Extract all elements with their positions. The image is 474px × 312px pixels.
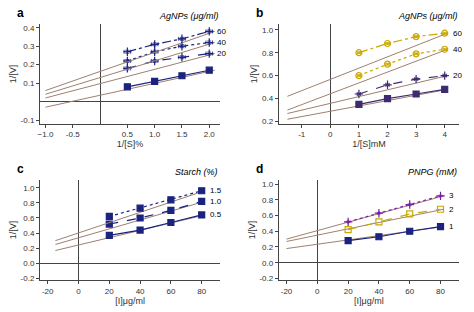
svg-text:80: 80 bbox=[197, 287, 206, 296]
svg-text:1/[S]mM: 1/[S]mM bbox=[352, 139, 386, 149]
svg-text:1/[V]: 1/[V] bbox=[8, 65, 18, 84]
svg-text:40: 40 bbox=[374, 287, 383, 296]
svg-text:60: 60 bbox=[166, 287, 175, 296]
svg-text:PNPG (mM): PNPG (mM) bbox=[408, 167, 457, 177]
svg-text:1.0: 1.0 bbox=[149, 130, 161, 139]
svg-text:60: 60 bbox=[217, 27, 226, 36]
svg-text:a: a bbox=[17, 6, 24, 20]
svg-text:d: d bbox=[256, 162, 263, 176]
svg-text:80: 80 bbox=[436, 287, 445, 296]
svg-text:[I]μg/ml: [I]μg/ml bbox=[115, 296, 145, 306]
svg-text:1.0: 1.0 bbox=[210, 197, 222, 206]
svg-text:0.2: 0.2 bbox=[262, 243, 274, 252]
svg-text:3: 3 bbox=[414, 130, 419, 139]
svg-text:2: 2 bbox=[385, 130, 390, 139]
svg-text:-0.2: -0.2 bbox=[21, 274, 35, 283]
svg-text:1/[V]: 1/[V] bbox=[247, 221, 257, 240]
svg-text:20: 20 bbox=[105, 287, 114, 296]
svg-text:0.4: 0.4 bbox=[23, 229, 35, 238]
svg-text:−1.0: −1.0 bbox=[38, 130, 54, 139]
svg-text:0.5: 0.5 bbox=[210, 210, 222, 219]
svg-text:1/[V]: 1/[V] bbox=[8, 221, 18, 240]
svg-text:0.3: 0.3 bbox=[23, 42, 35, 51]
svg-text:0.8: 0.8 bbox=[23, 199, 35, 208]
svg-text:0: 0 bbox=[76, 287, 81, 296]
svg-text:0.2: 0.2 bbox=[262, 117, 274, 126]
svg-text:0.2: 0.2 bbox=[23, 60, 35, 69]
svg-text:60: 60 bbox=[453, 29, 462, 38]
svg-text:2: 2 bbox=[449, 205, 454, 214]
svg-text:0: 0 bbox=[328, 130, 333, 139]
svg-text:1.5: 1.5 bbox=[176, 130, 188, 139]
svg-text:20: 20 bbox=[453, 71, 462, 80]
svg-text:1.5: 1.5 bbox=[210, 186, 222, 195]
svg-text:0.4: 0.4 bbox=[23, 24, 35, 33]
svg-text:1.0: 1.0 bbox=[23, 184, 35, 193]
svg-text:1/[V]: 1/[V] bbox=[249, 65, 259, 84]
svg-text:20: 20 bbox=[217, 49, 226, 58]
svg-text:1: 1 bbox=[357, 130, 362, 139]
svg-text:40: 40 bbox=[136, 287, 145, 296]
svg-text:b: b bbox=[256, 6, 263, 20]
svg-text:AgNPs (μg/ml): AgNPs (μg/ml) bbox=[398, 11, 457, 21]
svg-text:1/[S]%: 1/[S]% bbox=[117, 139, 144, 149]
svg-text:0.6: 0.6 bbox=[262, 211, 274, 220]
svg-text:4: 4 bbox=[442, 130, 447, 139]
svg-text:0.1: 0.1 bbox=[23, 79, 35, 88]
svg-text:0.8: 0.8 bbox=[262, 48, 274, 57]
svg-text:0.2: 0.2 bbox=[23, 244, 35, 253]
svg-text:0.5: 0.5 bbox=[122, 130, 134, 139]
svg-text:-0.5: -0.5 bbox=[66, 130, 80, 139]
svg-text:-0.1: -0.1 bbox=[21, 116, 35, 125]
svg-text:2.0: 2.0 bbox=[204, 130, 216, 139]
svg-text:0.6: 0.6 bbox=[23, 214, 35, 223]
svg-text:1: 1 bbox=[449, 222, 454, 231]
svg-text:0: 0 bbox=[315, 287, 320, 296]
svg-text:AgNPs (μg/ml): AgNPs (μg/ml) bbox=[159, 11, 218, 21]
svg-text:20: 20 bbox=[344, 287, 353, 296]
svg-text:40: 40 bbox=[217, 38, 226, 47]
svg-text:0.6: 0.6 bbox=[262, 71, 274, 80]
svg-text:0.4: 0.4 bbox=[262, 94, 274, 103]
svg-text:1.0: 1.0 bbox=[262, 26, 274, 35]
svg-text:0.8: 0.8 bbox=[262, 196, 274, 205]
svg-text:-20: -20 bbox=[42, 287, 54, 296]
svg-text:-20: -20 bbox=[281, 287, 293, 296]
svg-text:1.0: 1.0 bbox=[262, 180, 274, 189]
svg-text:Starch (%): Starch (%) bbox=[175, 167, 218, 177]
svg-text:60: 60 bbox=[405, 287, 414, 296]
svg-text:0.4: 0.4 bbox=[262, 227, 274, 236]
svg-text:-1: -1 bbox=[298, 130, 306, 139]
svg-text:3: 3 bbox=[449, 191, 454, 200]
svg-text:40: 40 bbox=[453, 45, 462, 54]
svg-text:-0.2: -0.2 bbox=[259, 274, 273, 283]
svg-text:0.0: 0.0 bbox=[262, 259, 274, 268]
svg-text:c: c bbox=[17, 162, 24, 176]
svg-text:[I]μg/ml: [I]μg/ml bbox=[354, 296, 384, 306]
svg-text:0.0: 0.0 bbox=[23, 259, 35, 268]
